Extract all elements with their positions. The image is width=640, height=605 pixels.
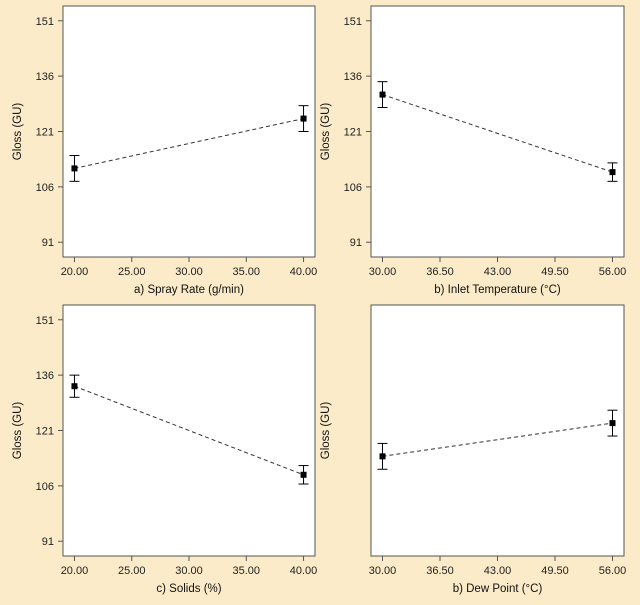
x-axis-title-d: b) Dew Point (°C) bbox=[453, 583, 543, 595]
y-tick-label-b-2: 121 bbox=[344, 127, 362, 139]
data-point-b-1 bbox=[609, 169, 616, 176]
panel-c: 20.00 25.00 30.00 35.00 40.00 91 106 121 136 151 c… bbox=[12, 304, 318, 595]
y-tick-label-b-1: 106 bbox=[344, 182, 362, 194]
x-tick-label-d-4: 56.00 bbox=[599, 565, 627, 577]
plot-area-a bbox=[62, 5, 316, 258]
x-tick-label-c-4: 40.00 bbox=[290, 565, 318, 577]
x-tick-label-a-0: 20.00 bbox=[61, 266, 89, 278]
x-tick-label-b-3: 49.50 bbox=[541, 266, 569, 278]
y-tick-label-a-4: 151 bbox=[36, 16, 54, 28]
panel-d: 30.00 36.50 43.00 49.50 56.00 b) Dew Point (°… bbox=[320, 304, 627, 595]
x-tick-label-d-2: 43.00 bbox=[484, 565, 512, 577]
data-point-b-0 bbox=[379, 91, 386, 98]
y-axis-title-a: Gloss (GU) bbox=[12, 103, 24, 161]
plot-area-b bbox=[370, 5, 625, 258]
y-tick-label-c-2: 121 bbox=[36, 426, 54, 438]
x-tick-label-b-4: 56.00 bbox=[599, 266, 627, 278]
y-tick-label-a-3: 136 bbox=[36, 71, 54, 83]
data-point-a-0 bbox=[71, 165, 78, 172]
panel-a: 20.00 25.00 30.00 35.00 40.00 91 106 121 136 151 a… bbox=[12, 5, 318, 296]
data-point-c-1 bbox=[300, 471, 307, 478]
series-line-d bbox=[382, 422, 613, 457]
y-tick-label-c-1: 106 bbox=[36, 481, 54, 493]
series-line-b bbox=[382, 94, 613, 173]
data-point-c-0 bbox=[71, 383, 78, 390]
plot-area-d bbox=[370, 304, 625, 557]
y-axis-title-d: Gloss (GU) bbox=[320, 402, 332, 460]
data-point-a-1 bbox=[300, 115, 307, 122]
data-point-d-1 bbox=[609, 420, 616, 427]
x-tick-label-c-0: 20.00 bbox=[61, 565, 89, 577]
y-tick-label-b-3: 136 bbox=[344, 71, 362, 83]
x-tick-label-a-4: 40.00 bbox=[290, 266, 318, 278]
x-tick-label-a-1: 25.00 bbox=[118, 266, 146, 278]
y-tick-label-c-0: 91 bbox=[42, 536, 54, 548]
y-axis-title-b: Gloss (GU) bbox=[320, 103, 332, 161]
x-tick-label-b-1: 36.50 bbox=[426, 266, 454, 278]
x-tick-label-d-3: 49.50 bbox=[541, 565, 569, 577]
x-tick-label-b-0: 30.00 bbox=[369, 266, 397, 278]
x-tick-label-d-0: 30.00 bbox=[369, 565, 397, 577]
x-tick-label-d-1: 36.50 bbox=[426, 565, 454, 577]
y-tick-label-a-0: 91 bbox=[42, 237, 54, 249]
y-tick-label-b-0: 91 bbox=[350, 237, 362, 249]
y-tick-label-b-4: 151 bbox=[344, 16, 362, 28]
panel-b: 30.00 36.50 43.00 49.50 56.00 91 106 121 136 151 b… bbox=[320, 5, 627, 296]
y-axis-title-c: Gloss (GU) bbox=[12, 402, 24, 460]
x-tick-label-c-3: 35.00 bbox=[233, 565, 261, 577]
x-tick-label-a-3: 35.00 bbox=[233, 266, 261, 278]
x-axis-title-c: c) Solids (%) bbox=[156, 583, 221, 595]
x-tick-label-a-2: 30.00 bbox=[175, 266, 203, 278]
y-tick-label-a-2: 121 bbox=[36, 127, 54, 139]
x-axis-title-a: a) Spray Rate (g/min) bbox=[134, 284, 244, 296]
series-line-c bbox=[74, 385, 304, 476]
data-point-d-0 bbox=[379, 453, 386, 460]
x-tick-label-b-2: 43.00 bbox=[484, 266, 512, 278]
x-axis-title-b: b) Inlet Temperature (°C) bbox=[434, 284, 561, 296]
y-tick-label-a-1: 106 bbox=[36, 182, 54, 194]
x-tick-label-c-2: 30.00 bbox=[175, 565, 203, 577]
y-tick-label-c-3: 136 bbox=[36, 370, 54, 382]
x-tick-label-c-1: 25.00 bbox=[118, 565, 146, 577]
y-tick-label-c-4: 151 bbox=[36, 315, 54, 327]
